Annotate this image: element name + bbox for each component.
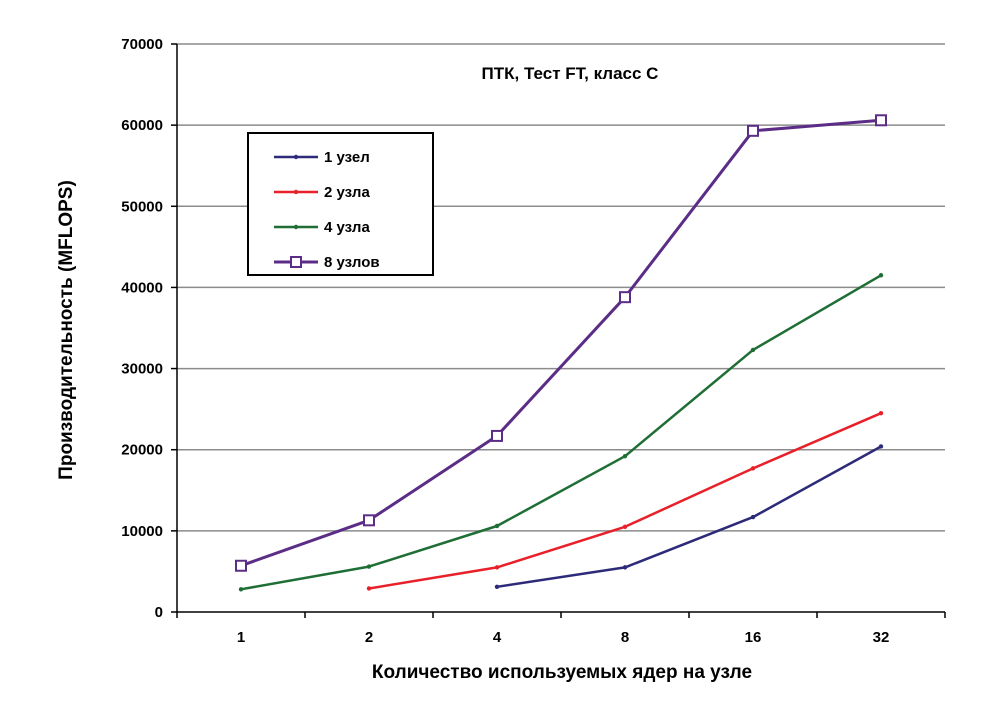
- y-tick-label: 10000: [121, 523, 163, 540]
- series-line: [368, 412, 882, 590]
- series-3: [238, 273, 884, 592]
- y-tick-label: 70000: [121, 36, 163, 53]
- data-point: [366, 564, 372, 569]
- data-point: [491, 429, 503, 442]
- gridlines: [177, 43, 945, 532]
- x-tick-label: 32: [873, 629, 890, 646]
- data-point: [363, 514, 375, 527]
- data-point: [235, 559, 247, 572]
- data-point: [494, 523, 500, 529]
- legend-swatch-marker: [293, 154, 299, 160]
- data-point: [622, 524, 628, 529]
- series-2: [366, 411, 884, 591]
- series-line: [496, 445, 882, 589]
- x-tick-label: 8: [621, 629, 629, 646]
- legend-label: 4 узла: [324, 219, 370, 236]
- x-axis-label: Количество используемых ядер на узле: [372, 662, 752, 683]
- series-1: [494, 444, 884, 590]
- legend: 1 узел 2 узла 4 узла 8 узлов: [247, 132, 434, 276]
- series: [235, 114, 887, 592]
- series-line: [240, 274, 882, 591]
- chart-title: ПТК, Тест FT, класс С: [482, 64, 659, 83]
- data-point: [619, 291, 631, 304]
- x-tick-label: 1: [237, 629, 245, 646]
- y-axis-label: Производительность (MFLOPS): [56, 180, 77, 480]
- data-point: [875, 114, 887, 127]
- series-line: [240, 118, 882, 568]
- data-point: [238, 587, 244, 592]
- x-tick-label: 2: [365, 629, 373, 646]
- data-point: [366, 586, 372, 591]
- legend-swatch-marker: [293, 224, 299, 230]
- tick-labels: 0 10000 20000 30000 40000 50000 60000 70000 1 2 4 8…: [121, 36, 889, 646]
- y-tick-label: 50000: [121, 198, 163, 215]
- y-tick-label: 40000: [121, 279, 163, 296]
- y-tick-label: 20000: [121, 442, 163, 459]
- legend-swatch-marker: [290, 256, 302, 268]
- data-point: [878, 411, 884, 416]
- legend-label: 2 узла: [324, 184, 370, 201]
- y-tick-label: 60000: [121, 117, 163, 134]
- axes: [171, 43, 946, 618]
- x-tick-label: 4: [493, 629, 502, 646]
- data-point: [622, 454, 628, 459]
- series-4: [235, 114, 887, 572]
- legend-item: 4 узла: [274, 219, 370, 236]
- data-point: [878, 444, 884, 449]
- legend-item: 1 узел: [274, 149, 370, 166]
- y-tick-label: 30000: [121, 361, 163, 378]
- data-point: [494, 584, 500, 590]
- y-tick-label: 0: [155, 604, 163, 621]
- legend-item: 2 узла: [274, 184, 370, 201]
- data-point: [750, 347, 756, 353]
- x-tick-label: 16: [745, 629, 762, 646]
- legend-label: 8 узлов: [324, 254, 380, 271]
- data-point: [750, 514, 756, 520]
- data-point: [747, 124, 759, 137]
- legend-label: 1 узел: [324, 149, 370, 166]
- data-point: [878, 273, 884, 278]
- legend-item: 8 узлов: [274, 254, 380, 271]
- data-point: [494, 565, 500, 570]
- data-point: [750, 466, 756, 471]
- data-point: [622, 565, 628, 570]
- legend-swatch-marker: [293, 189, 299, 195]
